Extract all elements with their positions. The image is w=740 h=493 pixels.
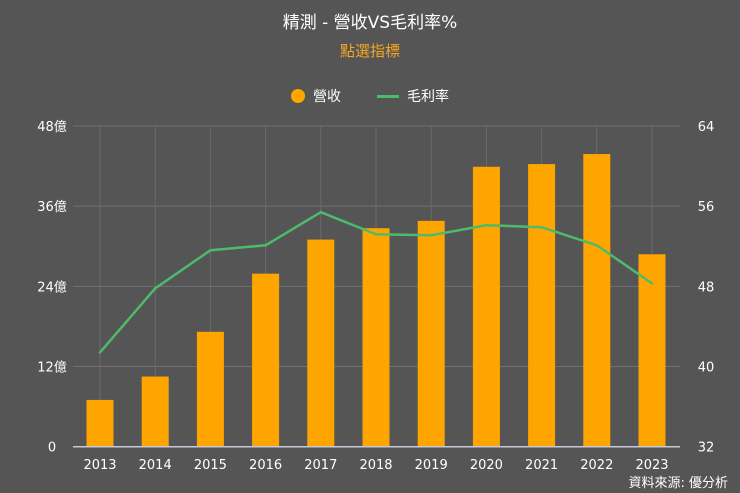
bar-revenue-2023: [638, 254, 666, 447]
point-gross-margin-2016: [264, 244, 267, 247]
bar-revenue-2018: [362, 228, 390, 447]
bar-revenue-2013: [86, 399, 114, 447]
bar-revenue-2021: [528, 164, 556, 447]
point-gross-margin-2014: [154, 287, 157, 290]
x-axis-tick: 2014: [139, 458, 172, 473]
bar-revenue-2020: [472, 166, 500, 447]
right-axis-tick: 48: [698, 280, 715, 295]
bar-revenue-2019: [417, 220, 445, 447]
source-note: 資料來源: 優分析: [628, 476, 728, 491]
x-axis-tick: 2017: [304, 458, 337, 473]
legend-label-gross-margin: 毛利率: [407, 89, 449, 105]
right-axis-tick: 40: [698, 361, 715, 376]
point-gross-margin-2022: [595, 244, 598, 247]
x-axis-tick: 2013: [83, 458, 116, 473]
left-axis-tick: 12億: [37, 360, 67, 376]
select-indicator-link[interactable]: 點選指標: [339, 42, 400, 60]
point-gross-margin-2018: [374, 233, 378, 236]
legend: 營收 毛利率: [0, 86, 740, 106]
bar-revenue-2017: [307, 239, 335, 447]
chart-title: 精測 - 營收VS毛利率%: [282, 13, 458, 33]
point-gross-margin-2013: [98, 351, 102, 354]
bar-revenue-2014: [141, 376, 169, 447]
point-gross-margin-2020: [485, 224, 488, 227]
right-axis-tick: 56: [698, 200, 715, 215]
legend-marker-revenue: [291, 89, 305, 103]
right-axis-tick: 32: [698, 441, 715, 456]
bar-revenue-2015: [196, 331, 224, 447]
x-axis-tick: 2021: [525, 458, 558, 473]
point-gross-margin-2021: [540, 226, 543, 229]
legend-marker-gross-margin: [377, 94, 399, 98]
x-axis-tick: 2019: [415, 458, 448, 473]
x-axis-tick: 2022: [580, 458, 613, 473]
left-axis-tick: 0: [48, 441, 56, 456]
left-axis-tick: 36億: [37, 199, 67, 215]
x-axis-tick: 2016: [249, 458, 282, 473]
bar-revenue-2016: [252, 273, 280, 447]
x-axis-tick: 2023: [635, 458, 668, 473]
point-gross-margin-2017: [319, 210, 322, 214]
left-axis-tick: 24億: [37, 279, 67, 295]
point-gross-margin-2023: [650, 282, 654, 285]
right-axis-tick: 64: [698, 120, 715, 135]
legend-label-revenue: 營收: [313, 89, 341, 105]
x-axis-tick: 2018: [359, 458, 392, 473]
legend-item-revenue[interactable]: 營收: [291, 86, 341, 106]
bar-revenue-2022: [583, 154, 611, 447]
legend-item-gross-margin[interactable]: 毛利率: [377, 86, 449, 106]
left-axis-tick: 48億: [37, 119, 67, 135]
x-axis-tick: 2020: [470, 458, 503, 473]
x-axis-tick: 2015: [194, 458, 227, 473]
point-gross-margin-2015: [209, 249, 212, 252]
point-gross-margin-2019: [430, 234, 433, 237]
